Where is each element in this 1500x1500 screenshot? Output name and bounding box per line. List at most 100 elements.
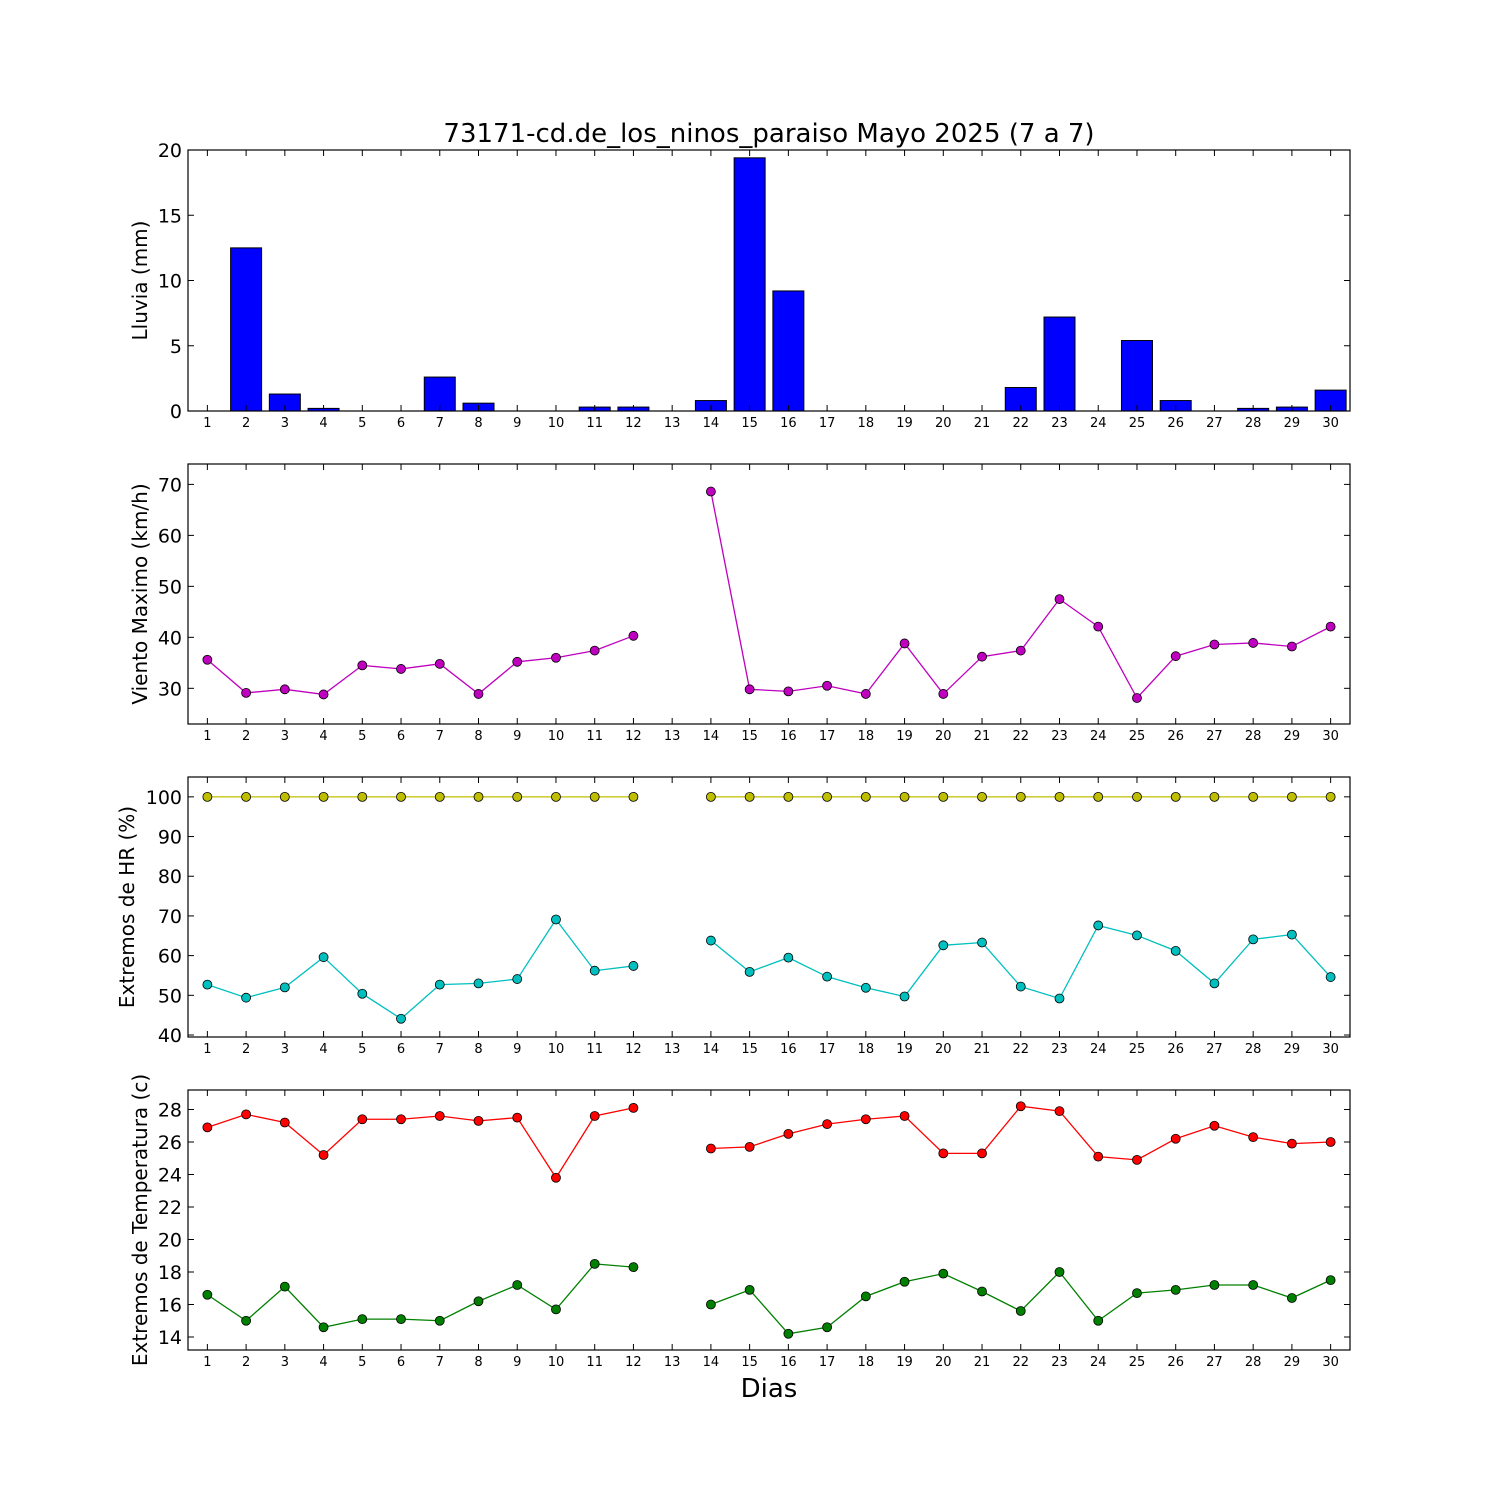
series-1-point-day-22 — [1015, 1101, 1026, 1112]
series-2-point-day-14 — [706, 935, 716, 946]
ytick-label: 10 — [158, 271, 182, 293]
xtick-label: 19 — [896, 1042, 913, 1057]
y-axis-label: Extremos de HR (%) — [115, 806, 139, 1008]
xtick-label: 30 — [1322, 1355, 1339, 1370]
xtick-label: 26 — [1167, 1355, 1184, 1370]
xtick-label: 13 — [664, 729, 681, 744]
series-1-point-day-1 — [202, 791, 213, 802]
series-2-point-day-12 — [628, 1262, 639, 1273]
ytick-label: 15 — [158, 205, 182, 227]
series-2-line-1 — [207, 1263, 634, 1328]
xtick-label: 20 — [935, 1042, 952, 1057]
xtick-label: 18 — [858, 416, 875, 431]
series-2-point-day-30 — [1325, 1275, 1336, 1286]
series-2-point-day-24 — [1093, 1315, 1104, 1326]
xtick-label: 4 — [319, 416, 327, 431]
series-1-point-day-27 — [1209, 791, 1220, 802]
series-1-point-day-28 — [1248, 638, 1259, 648]
xtick-label: 2 — [242, 1042, 250, 1057]
series-1-point-day-5 — [357, 791, 368, 802]
xtick-label: 27 — [1206, 1042, 1223, 1057]
xtick-label: 9 — [513, 1042, 521, 1057]
ytick-label: 60 — [158, 525, 182, 547]
ytick-label: 70 — [158, 906, 182, 928]
ytick-label: 40 — [158, 1025, 182, 1047]
series-1-point-day-21 — [977, 791, 987, 802]
series-1-point-day-6 — [396, 664, 406, 674]
xtick-label: 23 — [1051, 1355, 1068, 1370]
xtick-label: 2 — [242, 416, 250, 431]
series-1-point-day-29 — [1287, 641, 1297, 652]
xtick-label: 29 — [1284, 1042, 1301, 1057]
series-2-point-day-4 — [318, 1322, 329, 1333]
ytick-label: 22 — [158, 1197, 182, 1219]
axes-frame — [187, 776, 1351, 1038]
series-1-point-day-21 — [977, 1148, 987, 1159]
series-1-point-day-16 — [783, 1128, 794, 1139]
series-1-point-day-10 — [551, 791, 561, 802]
series-2-point-day-17 — [822, 971, 832, 982]
series-1-point-day-15 — [744, 791, 755, 802]
series-2-point-day-21 — [977, 937, 987, 948]
series-1-point-day-18 — [860, 1114, 871, 1125]
series-1-point-day-19 — [899, 638, 910, 649]
series-1-point-day-7 — [434, 791, 445, 802]
series-2-point-day-23 — [1054, 1267, 1065, 1277]
xtick-label: 26 — [1167, 1042, 1184, 1057]
xtick-label: 23 — [1051, 416, 1068, 431]
xtick-label: 9 — [513, 1355, 521, 1370]
series-1-line-1 — [206, 635, 634, 696]
series-1-point-day-8 — [473, 791, 484, 802]
series-1-point-day-26 — [1170, 791, 1181, 802]
series-1-point-day-11 — [589, 645, 600, 656]
xtick-label: 7 — [436, 1042, 444, 1057]
xtick-label: 1 — [203, 1355, 211, 1370]
xtick-label: 23 — [1051, 729, 1068, 744]
ytick-label: 40 — [158, 627, 182, 649]
series-2-point-day-5 — [357, 1314, 368, 1325]
series-1-point-day-23 — [1054, 594, 1065, 604]
series-2-point-day-29 — [1287, 1293, 1297, 1303]
series-1-line-1 — [207, 1107, 634, 1179]
series-1-point-day-20 — [938, 791, 949, 802]
xtick-label: 16 — [780, 1355, 797, 1370]
series-2-point-day-28 — [1248, 1280, 1259, 1290]
xtick-label: 5 — [358, 416, 366, 431]
ytick-label: 14 — [158, 1327, 182, 1349]
xtick-label: 5 — [358, 1042, 366, 1057]
xtick-label: 15 — [741, 416, 758, 431]
xtick-label: 12 — [625, 729, 642, 744]
xtick-label: 25 — [1129, 729, 1146, 744]
series-1-point-day-23 — [1054, 791, 1065, 802]
axes-frame — [187, 463, 1351, 725]
ytick-label: 5 — [170, 336, 182, 358]
xtick-label: 17 — [819, 1355, 836, 1370]
series-2-point-day-1 — [202, 1289, 213, 1300]
xtick-label: 17 — [819, 1042, 836, 1057]
series-2-point-day-8 — [473, 1296, 484, 1307]
series-2-point-day-12 — [628, 961, 639, 971]
series-1-point-day-18 — [860, 791, 871, 802]
series-1-point-day-3 — [279, 791, 290, 802]
xtick-label: 13 — [664, 1042, 681, 1057]
ytick-label: 80 — [158, 866, 182, 888]
series-2-point-day-11 — [589, 1258, 600, 1269]
xtick-label: 28 — [1245, 1042, 1262, 1057]
xtick-label: 29 — [1284, 729, 1301, 744]
xtick-label: 3 — [281, 729, 289, 744]
xtick-label: 10 — [548, 729, 565, 744]
series-1-point-day-3 — [279, 684, 290, 695]
series-2-point-day-25 — [1132, 930, 1142, 941]
xtick-label: 27 — [1206, 729, 1223, 744]
series-2-point-day-22 — [1015, 1306, 1026, 1316]
xtick-label: 27 — [1206, 1355, 1223, 1370]
xtick-label: 4 — [319, 1355, 327, 1370]
xtick-label: 15 — [741, 1042, 758, 1057]
series-1-point-day-17 — [822, 680, 832, 691]
xtick-label: 24 — [1090, 729, 1107, 744]
series-2-point-day-27 — [1209, 1280, 1220, 1290]
ytick-label: 20 — [158, 140, 182, 162]
series-2-point-day-8 — [473, 978, 484, 989]
xtick-label: 17 — [819, 416, 836, 431]
